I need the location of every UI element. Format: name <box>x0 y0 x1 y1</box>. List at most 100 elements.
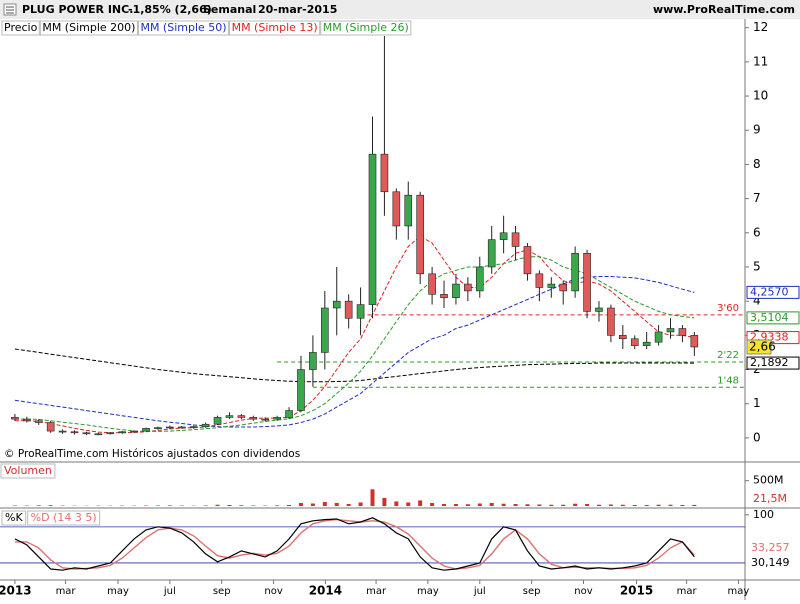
candle-body <box>333 301 340 308</box>
y-tick-label: 5 <box>753 259 761 273</box>
y-tick-label: 100 <box>753 508 774 521</box>
date: 20-mar-2015 <box>258 3 337 16</box>
volume-bar <box>657 505 661 506</box>
site: www.ProRealTime.com <box>653 3 795 16</box>
candle-body <box>369 154 376 304</box>
volume-bar <box>430 503 434 506</box>
candle-body <box>250 417 257 419</box>
volume-bar <box>168 505 172 506</box>
candle-body <box>238 416 245 418</box>
candle-body <box>95 434 102 435</box>
candle-body <box>452 284 459 298</box>
x-tick-label: may <box>728 586 750 597</box>
y-tick-label: 8 <box>753 157 761 171</box>
candle-body <box>643 342 650 345</box>
candle-body <box>607 308 614 335</box>
volume-bar <box>335 503 339 506</box>
x-tick-label: may <box>417 586 439 597</box>
x-tick-label: jul <box>473 586 486 597</box>
candle-body <box>679 329 686 336</box>
volume-bar <box>454 504 458 506</box>
candle-body <box>11 417 18 419</box>
candle-body <box>154 428 161 429</box>
level-label: 1'48 <box>717 375 739 386</box>
candle-body <box>619 335 626 338</box>
volume-bar <box>514 504 518 506</box>
candle-body <box>345 301 352 318</box>
volume-bar <box>549 505 553 506</box>
candle-body <box>536 274 543 288</box>
value-box-label: 3,5104 <box>750 311 789 324</box>
volume-bar <box>573 504 577 506</box>
candle-body <box>667 329 674 332</box>
x-tick-label: nov <box>574 586 592 597</box>
candle-body <box>71 432 78 433</box>
volume-bar <box>561 505 565 506</box>
volume-bar <box>49 505 53 506</box>
volume-bar <box>418 500 422 506</box>
legend-label: %D (14 3 5) <box>31 511 97 524</box>
volume-bar <box>382 498 386 506</box>
candle-body <box>119 432 126 433</box>
legend-label: MM (Simple 26) <box>323 21 409 34</box>
candle-body <box>429 274 436 295</box>
y-tick-label: 6 <box>753 225 761 239</box>
volume-bar <box>204 505 208 506</box>
volume-bar <box>227 505 231 506</box>
volume-bar <box>692 505 696 506</box>
y-tick-label: 11 <box>753 54 768 68</box>
last-value-label: 30,149 <box>751 556 790 569</box>
volume-bar <box>156 505 160 506</box>
y-tick-label: 9 <box>753 123 761 137</box>
x-tick-label: sep <box>523 586 541 597</box>
volume-bar <box>621 505 625 506</box>
y-tick-label: 500M <box>753 474 784 487</box>
last-volume-label: 21,5M <box>753 492 787 505</box>
volume-bar <box>609 504 613 506</box>
volume-bar <box>645 505 649 506</box>
candle-body <box>655 332 662 342</box>
candle-body <box>286 411 293 418</box>
volume-bar <box>680 505 684 506</box>
volume-bar <box>371 489 375 506</box>
legend-label: MM (Simple 200) <box>42 21 135 34</box>
x-tick-label: nov <box>264 586 282 597</box>
volume-bar <box>323 502 327 506</box>
candle-body <box>297 370 304 411</box>
value-box-label: 4,2570 <box>750 285 789 298</box>
volume-bar <box>287 505 291 506</box>
candle-body <box>214 417 221 424</box>
volume-bar <box>311 503 315 506</box>
volume-bar <box>394 501 398 506</box>
y-tick-label: 0 <box>753 430 761 444</box>
last-value-label: 33,257 <box>751 541 790 554</box>
x-tick-label: 2015 <box>620 584 653 598</box>
candle-body <box>166 427 173 428</box>
volume-bar <box>299 503 303 506</box>
candle-body <box>357 305 364 319</box>
y-tick-label: 1 <box>753 396 761 410</box>
x-tick-label: mar <box>366 586 387 597</box>
pane-title: Volumen <box>4 464 52 477</box>
candle-body <box>393 192 400 226</box>
change: -1,85% (2,66) <box>128 3 212 16</box>
candle-body <box>47 423 54 432</box>
volume-bar <box>239 505 243 506</box>
candle-body <box>107 433 114 434</box>
candle-body <box>417 195 424 274</box>
x-tick-label: 2013 <box>0 584 32 598</box>
x-tick-label: mar <box>677 586 698 597</box>
volume-bar <box>13 505 17 506</box>
legend-label: Precio <box>4 21 38 34</box>
candle-body <box>488 240 495 267</box>
volume-bar <box>478 503 482 506</box>
price-box-label: 2,66 <box>749 339 776 353</box>
candle-body <box>476 267 483 291</box>
candle-body <box>441 294 448 297</box>
candle-body <box>59 431 66 432</box>
volume-bar <box>216 505 220 506</box>
volume-bar <box>525 504 529 506</box>
candle-body <box>131 431 138 432</box>
